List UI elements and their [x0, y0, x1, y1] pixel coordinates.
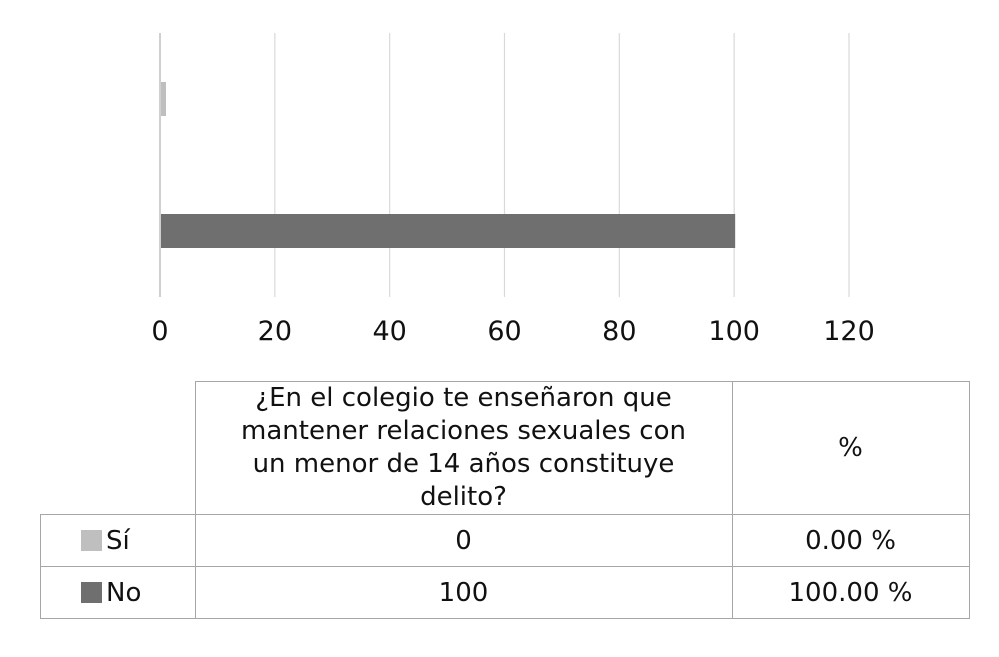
x-tick-label: 120 — [823, 316, 875, 347]
question-header: ¿En el colegio te enseñaron que mantener… — [194, 381, 733, 515]
x-tick-label: 100 — [708, 316, 760, 347]
row-label: Sí — [106, 525, 130, 556]
bar-chart: 0 20 40 60 80 100 120 — [151, 33, 875, 347]
row-value: 0 — [194, 514, 733, 567]
x-tick-label: 0 — [151, 316, 168, 347]
legend-swatch-no — [81, 581, 102, 603]
table-row: No 100 100.00 % — [40, 566, 970, 619]
row-percent: 0.00 % — [731, 514, 970, 567]
x-tick-label: 60 — [487, 316, 521, 347]
bars — [161, 82, 736, 248]
legend-swatch-si — [81, 529, 102, 551]
x-tick-label: 80 — [602, 316, 636, 347]
legend-cell-si: Sí — [40, 514, 196, 567]
x-axis-tick-labels: 0 20 40 60 80 100 120 — [151, 316, 874, 347]
row-value: 100 — [194, 566, 733, 619]
bar-no — [161, 214, 736, 248]
x-tick-label: 20 — [258, 316, 292, 347]
percent-header: % — [731, 381, 970, 515]
row-label: No — [106, 577, 142, 608]
question-header-text: ¿En el colegio te enseñaron que mantener… — [241, 383, 686, 512]
legend-cell-no: No — [40, 566, 196, 619]
table-corner-cell — [40, 381, 196, 515]
bar-si — [161, 82, 166, 116]
x-tick-label: 40 — [372, 316, 406, 347]
table-header-row: ¿En el colegio te enseñaron que mantener… — [40, 381, 970, 515]
table-row: Sí 0 0.00 % — [40, 514, 970, 567]
gridlines — [159, 33, 850, 297]
row-percent: 100.00 % — [731, 566, 970, 619]
data-table: ¿En el colegio te enseñaron que mantener… — [40, 381, 970, 619]
